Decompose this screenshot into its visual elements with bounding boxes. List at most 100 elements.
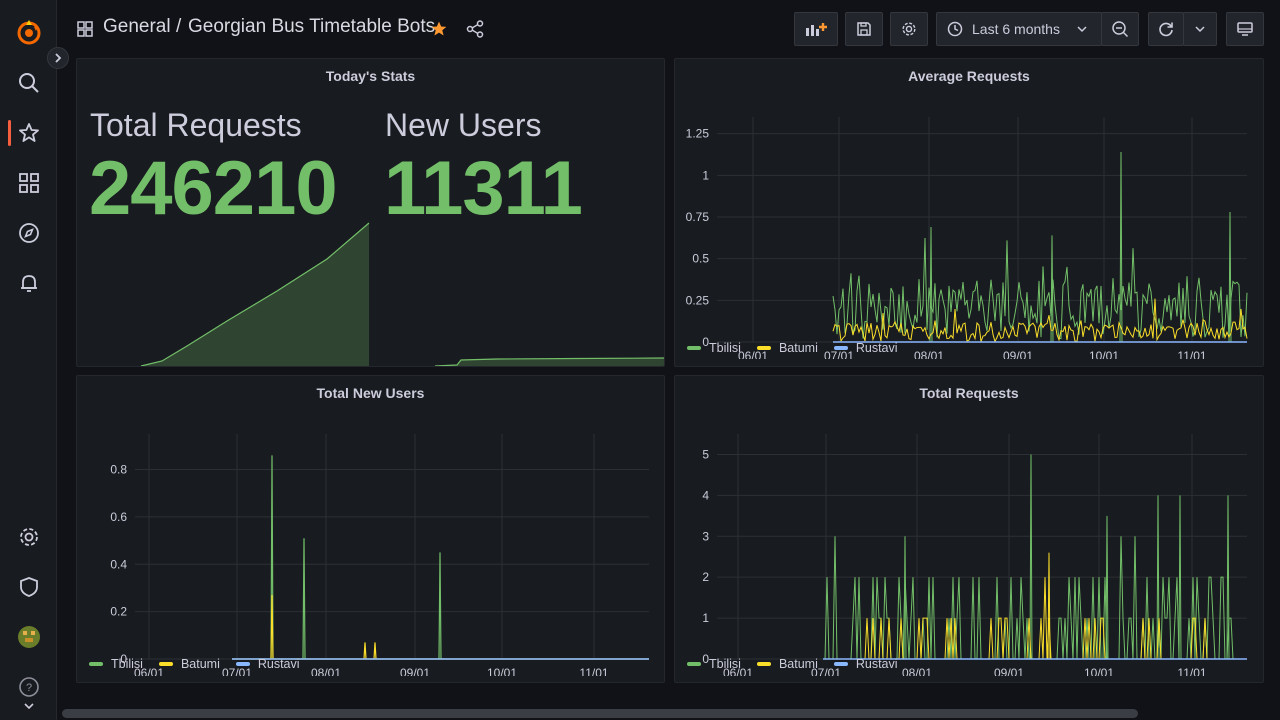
total-requests-panel: Total Requests 0 1 2 3 4 5 06/01 07/01 08/01 09/0…	[674, 375, 1264, 683]
alerting-bell-icon[interactable]	[14, 268, 44, 298]
clock-icon	[947, 21, 963, 37]
y-tick-label: 0.5	[692, 252, 709, 266]
y-tick-label: 0	[702, 335, 709, 349]
total-requests-chart[interactable]: 0 1 2 3 4 5 06/01 07/01 08/01 09/01 10/01 11/01	[675, 406, 1265, 676]
y-tick-label: 2	[702, 570, 709, 584]
y-tick-label: 0.75	[686, 210, 710, 224]
x-tick-label: 07/01	[222, 666, 252, 676]
dashboard-title[interactable]: Georgian Bus Timetable Bots	[188, 16, 436, 37]
series-peak-tbilisi	[1178, 495, 1182, 660]
chevron-down-icon	[1195, 26, 1205, 33]
series-line-batumi	[232, 595, 649, 660]
x-tick-label: 06/01	[723, 666, 753, 676]
user-avatar[interactable]	[14, 622, 44, 652]
series-peak-tbilisi	[1156, 495, 1160, 660]
save-dashboard-button[interactable]	[845, 12, 883, 46]
series-peak-tbilisi	[1119, 151, 1123, 343]
y-tick-label: 1	[702, 168, 709, 182]
dashboards-icon[interactable]	[14, 168, 44, 198]
add-panel-button[interactable]	[794, 12, 838, 46]
dashboard-navbar: General / Georgian Bus Timetable Bots La…	[58, 0, 1280, 58]
legend-item-rustavi[interactable]: Rustavi	[833, 341, 898, 355]
legend-item-tbilisi[interactable]: Tbilisi	[687, 341, 741, 355]
chevron-down-icon	[1077, 26, 1087, 33]
total-new-users-chart[interactable]: 0 0.2 0.4 0.6 0.8 06/01 07/01 08/01 09/01 10/01 11…	[77, 406, 666, 676]
total-requests-sparkline-line	[140, 222, 370, 366]
legend-item-tbilisi[interactable]: Tbilisi	[687, 657, 741, 671]
new-users-value: 11311	[384, 146, 583, 231]
panel-title[interactable]: Average Requests	[908, 68, 1030, 84]
chevron-down-icon[interactable]	[24, 697, 34, 715]
refresh-interval-picker[interactable]	[1183, 12, 1217, 46]
search-icon[interactable]	[14, 68, 44, 98]
average-requests-chart[interactable]: 0 0.25 0.5 0.75 1 1.25 06/01 07/01 08/01 09/01 10/…	[675, 89, 1265, 359]
legend-item-batumi[interactable]: Batumi	[756, 341, 818, 355]
svg-text:?: ?	[26, 682, 32, 694]
panel-title[interactable]: Total Requests	[919, 385, 1019, 401]
y-tick-label: 3	[702, 529, 709, 543]
y-tick-label: 0	[120, 652, 127, 666]
y-tick-label: 0	[702, 652, 709, 666]
total-requests-label: Total Requests	[90, 107, 302, 143]
series-line-tbilisi	[232, 455, 649, 660]
dashboard-settings-button[interactable]	[890, 12, 928, 46]
x-tick-label: 11/01	[1177, 349, 1206, 359]
grafana-logo-icon[interactable]	[14, 17, 44, 47]
refresh-button[interactable]	[1148, 12, 1184, 46]
y-tick-label: 4	[702, 488, 709, 502]
x-tick-label: 06/01	[134, 666, 164, 676]
refresh-icon	[1159, 22, 1173, 37]
server-admin-shield-icon[interactable]	[14, 572, 44, 602]
expand-menu-button[interactable]	[47, 47, 69, 69]
legend-item-batumi[interactable]: Batumi	[756, 657, 818, 671]
new-users-sparkline-line	[434, 357, 664, 366]
series-peak-tbilisi	[1226, 495, 1230, 660]
breadcrumb-folder[interactable]: General	[103, 16, 171, 37]
side-menu: ?	[0, 0, 57, 720]
x-tick-label: 10/01	[1084, 666, 1114, 676]
share-icon[interactable]	[466, 20, 484, 43]
chart-legend: Tbilisi Batumi Rustavi	[687, 341, 898, 355]
legend-item-tbilisi[interactable]: Tbilisi	[89, 657, 143, 671]
chart-legend: Tbilisi Batumi Rustavi	[89, 657, 300, 671]
x-tick-label: 06/01	[738, 349, 768, 359]
star-favorite-icon[interactable]	[430, 20, 448, 43]
total-requests-sparkline	[141, 223, 369, 366]
legend-item-rustavi[interactable]: Rustavi	[235, 657, 300, 671]
y-tick-label: 0.25	[686, 293, 710, 307]
horizontal-scrollbar[interactable]	[62, 709, 1138, 718]
total-requests-value: 246210	[89, 146, 338, 231]
time-range-picker[interactable]: Last 6 months	[936, 12, 1102, 46]
x-tick-label: 08/01	[914, 349, 944, 359]
new-users-sparkline	[435, 358, 664, 366]
legend-item-rustavi[interactable]: Rustavi	[833, 657, 898, 671]
zoom-out-icon	[1112, 21, 1129, 38]
x-tick-label: 08/01	[902, 666, 932, 676]
monitor-icon	[1237, 22, 1253, 36]
x-tick-label: 08/01	[311, 666, 341, 676]
x-tick-label: 10/01	[487, 666, 517, 676]
chevron-right-icon	[55, 53, 62, 63]
series-peak-tbilisi	[1105, 515, 1109, 660]
active-indicator	[8, 120, 11, 146]
series-peak-tbilisi	[1050, 235, 1054, 343]
zoom-out-button[interactable]	[1101, 12, 1139, 46]
legend-item-batumi[interactable]: Batumi	[158, 657, 220, 671]
help-icon[interactable]: ?	[14, 672, 44, 702]
explore-compass-icon[interactable]	[14, 218, 44, 248]
average-requests-panel: Average Requests 0 0.25 0.5 0.75 1 1.25 06/01 0…	[674, 58, 1264, 367]
series-peak-tbilisi	[929, 226, 933, 343]
x-tick-label: 07/01	[811, 666, 841, 676]
y-tick-label: 1	[702, 611, 709, 625]
x-tick-label: 09/01	[994, 666, 1024, 676]
settings-gear-icon	[902, 22, 916, 36]
panel-title[interactable]: Total New Users	[316, 385, 425, 401]
y-tick-label: 0.2	[110, 605, 127, 619]
starred-icon[interactable]	[14, 118, 44, 148]
new-users-label: New Users	[385, 107, 542, 143]
tv-mode-button[interactable]	[1226, 12, 1264, 46]
panel-title[interactable]: Today's Stats	[325, 68, 416, 84]
series-line-tbilisi	[823, 536, 1247, 660]
configuration-gear-icon[interactable]	[14, 522, 44, 552]
todays-stats-panel: Today's Stats Total Requests 246210 New …	[76, 58, 665, 367]
